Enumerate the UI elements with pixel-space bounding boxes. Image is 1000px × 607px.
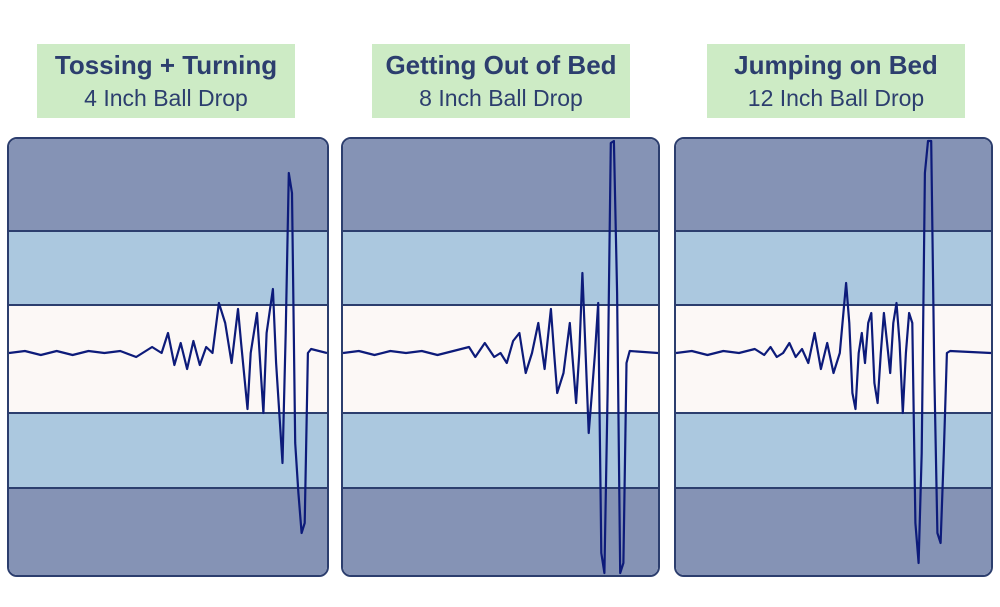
- band-divider: [676, 304, 991, 306]
- mid-band-bottom: [676, 413, 991, 488]
- band-divider: [343, 412, 658, 414]
- motion-trace-line: [9, 171, 327, 535]
- outer-band-top: [343, 139, 658, 231]
- center-band: [343, 305, 658, 413]
- mid-band-bottom: [9, 413, 327, 488]
- motion-panel-getting-out-of-bed: [341, 137, 660, 577]
- band-divider: [343, 487, 658, 489]
- mid-band-top: [343, 231, 658, 305]
- outer-band-bottom: [9, 488, 327, 575]
- band-divider: [343, 304, 658, 306]
- label-getting-out-of-bed: Getting Out of Bed 8 Inch Ball Drop: [372, 44, 630, 118]
- band-divider: [9, 487, 327, 489]
- motion-trace-chart: [343, 139, 658, 575]
- label-jumping-on-bed: Jumping on Bed 12 Inch Ball Drop: [707, 44, 965, 118]
- panel-subtitle: 4 Inch Ball Drop: [84, 85, 248, 111]
- motion-trace-line: [676, 139, 991, 565]
- label-tossing-turning: Tossing + Turning 4 Inch Ball Drop: [37, 44, 295, 118]
- motion-trace-chart: [9, 171, 327, 535]
- motion-trace-chart: [676, 139, 991, 565]
- panel-subtitle: 12 Inch Ball Drop: [747, 85, 925, 111]
- band-divider: [676, 412, 991, 414]
- band-divider: [676, 487, 991, 489]
- panel-subtitle: 8 Inch Ball Drop: [419, 85, 583, 111]
- center-band: [676, 305, 991, 413]
- band-divider: [9, 412, 327, 414]
- band-divider: [9, 304, 327, 306]
- outer-band-top: [9, 139, 327, 231]
- motion-panel-tossing-turning: [7, 137, 329, 577]
- motion-panel-jumping-on-bed: [674, 137, 993, 577]
- outer-band-top: [676, 139, 991, 231]
- panel-title: Getting Out of Bed: [385, 50, 617, 80]
- mid-band-top: [676, 231, 991, 305]
- band-divider: [9, 230, 327, 232]
- motion-trace-line: [343, 139, 658, 575]
- panel-title: Tossing + Turning: [54, 50, 278, 80]
- outer-band-bottom: [676, 488, 991, 575]
- band-divider: [343, 230, 658, 232]
- panel-title: Jumping on Bed: [734, 50, 938, 80]
- band-divider: [676, 230, 991, 232]
